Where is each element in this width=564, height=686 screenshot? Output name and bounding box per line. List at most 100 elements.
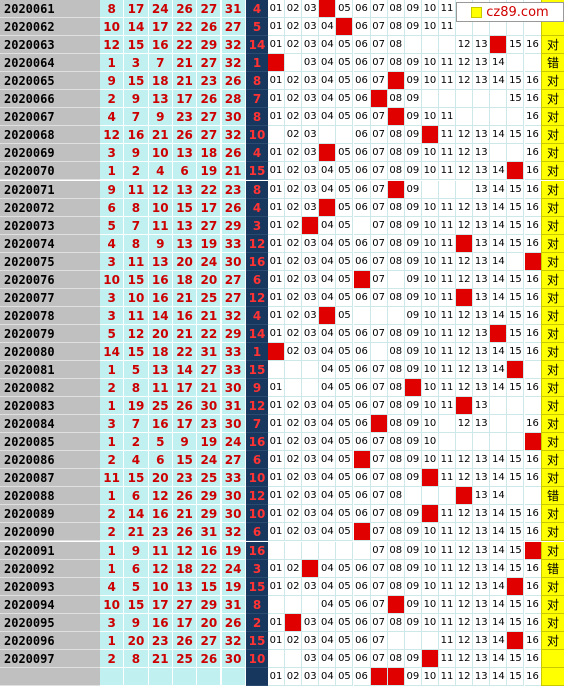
number-cell: 03 <box>302 342 320 361</box>
number-cell <box>473 18 491 37</box>
number-cell: 12 <box>456 469 474 488</box>
period-cell: 2020083 <box>0 397 100 416</box>
number-cell: 09 <box>404 216 422 235</box>
number-cell: 08 <box>387 361 405 379</box>
blue-ball-cell: 16 <box>246 252 268 271</box>
number-cell: 07 <box>370 613 388 632</box>
red-ball-cell: 11 <box>124 180 149 199</box>
number-cell: 07 <box>370 216 388 235</box>
number-cell: 15 <box>507 288 525 307</box>
red-ball-cell: 26 <box>221 72 246 91</box>
number-cell: 12 <box>456 324 474 343</box>
number-cell: 14 <box>490 541 508 560</box>
number-cell: 08 <box>387 342 405 361</box>
number-cell: 06 <box>353 18 371 37</box>
red-ball-cell: 22 <box>172 342 198 361</box>
number-cell: 11 <box>439 649 457 668</box>
number-cell: 16 <box>524 649 542 668</box>
number-cell: 13 <box>473 487 491 506</box>
number-cell: 15 <box>507 90 525 109</box>
number-cell: 05 <box>336 72 354 91</box>
red-ball-cell: 17 <box>148 595 173 614</box>
number-cell: 03 <box>302 577 320 596</box>
number-cell: 09 <box>404 415 422 434</box>
number-cell <box>439 487 457 506</box>
blue-ball-cell: 7 <box>246 415 268 434</box>
number-cell: 03 <box>302 324 320 343</box>
number-cell: 06 <box>353 252 371 271</box>
red-ball-cell: 6 <box>100 198 125 217</box>
number-cell <box>439 36 457 55</box>
blue-ball-cell: 12 <box>246 288 268 307</box>
number-cell: 11 <box>439 469 457 488</box>
result-cell <box>541 667 564 686</box>
blue-ball-cell: 14 <box>246 36 268 55</box>
number-cell: 09 <box>404 324 422 343</box>
number-cell: 08 <box>387 90 405 109</box>
number-cell: 15 <box>507 306 525 325</box>
number-cell: 04 <box>319 559 337 578</box>
red-ball-cell: 20 <box>148 469 173 488</box>
blue-ball-cell: 15 <box>246 577 268 596</box>
red-ball-cell: 18 <box>197 144 222 163</box>
number-cell: 04 <box>319 288 337 307</box>
number-cell: 04 <box>319 342 337 361</box>
number-cell: 06 <box>353 90 371 109</box>
number-cell: 01 <box>268 18 286 37</box>
blue-hit-cell <box>302 216 320 235</box>
red-ball-cell: 31 <box>221 595 246 614</box>
number-cell <box>507 144 525 163</box>
number-cell: 08 <box>387 433 405 452</box>
number-cell <box>490 415 508 434</box>
red-ball-cell: 15 <box>172 198 198 217</box>
red-ball-cell: 14 <box>124 18 149 37</box>
number-cell: 04 <box>319 270 337 289</box>
red-ball-cell: 3 <box>100 288 125 307</box>
number-cell: 07 <box>370 523 388 542</box>
number-cell <box>473 90 491 109</box>
red-ball-cell: 14 <box>148 306 173 325</box>
red-ball-cell: 32 <box>221 631 246 650</box>
number-cell: 03 <box>302 36 320 55</box>
blue-hit-cell <box>524 541 542 560</box>
number-cell: 08 <box>387 451 405 470</box>
number-cell: 09 <box>404 342 422 361</box>
red-ball-cell: 4 <box>100 108 125 127</box>
red-ball-cell: 1 <box>100 559 125 578</box>
period-cell: 2020064 <box>0 54 100 73</box>
site-logo: cz89.com <box>456 2 564 22</box>
number-cell: 09 <box>404 90 422 109</box>
number-cell: 13 <box>473 54 491 73</box>
number-cell: 11 <box>439 72 457 91</box>
number-cell <box>507 415 525 434</box>
number-cell: 10 <box>421 559 439 578</box>
number-cell: 03 <box>302 90 320 109</box>
number-cell: 14 <box>490 198 508 217</box>
red-ball-cell: 33 <box>221 469 246 488</box>
red-ball-cell: 3 <box>100 252 125 271</box>
blue-ball-cell: 12 <box>246 487 268 506</box>
red-ball-cell: 12 <box>124 324 149 343</box>
blue-ball-cell: 10 <box>246 126 268 145</box>
number-cell: 16 <box>524 234 542 253</box>
red-ball-cell: 5 <box>148 433 173 452</box>
number-cell: 15 <box>507 559 525 578</box>
number-cell: 08 <box>387 162 405 181</box>
number-cell: 10 <box>421 613 439 632</box>
number-cell: 05 <box>336 559 354 578</box>
period-cell: 2020091 <box>0 541 100 560</box>
number-cell: 09 <box>404 541 422 560</box>
red-ball-cell: 2 <box>100 505 125 524</box>
red-ball-cell: 27 <box>197 108 222 127</box>
red-ball-cell: 1 <box>100 397 125 416</box>
number-cell: 12 <box>456 541 474 560</box>
blue-hit-cell <box>319 198 337 217</box>
number-cell: 15 <box>507 198 525 217</box>
blue-ball-cell: 8 <box>246 108 268 127</box>
red-ball-cell: 3 <box>100 415 125 434</box>
red-ball-cell: 27 <box>197 361 222 379</box>
number-cell: 14 <box>490 451 508 470</box>
result-cell: 对 <box>541 144 564 163</box>
number-cell: 16 <box>524 469 542 488</box>
number-cell: 09 <box>404 234 422 253</box>
